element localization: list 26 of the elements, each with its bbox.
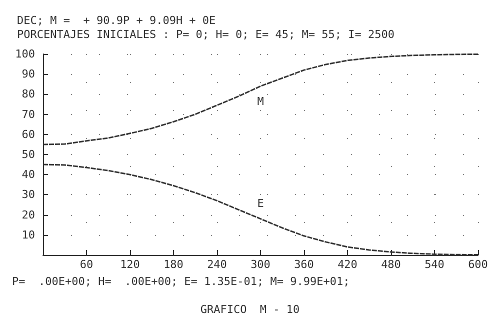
text: P= .00E+00; H= .00E+00; E= 1.35E-01; M= 9.99E+01;	[12, 275, 350, 288]
x-tick-label: 300	[250, 258, 270, 271]
x-tick-label: 480	[381, 258, 401, 271]
x-tick-label: 180	[164, 258, 184, 271]
y-tick-label: 90	[22, 68, 35, 81]
x-tick-label: 240	[207, 258, 227, 271]
y-tick-label: 60	[22, 128, 35, 141]
y-tick-label: 40	[22, 168, 35, 182]
y-tick-label: 80	[22, 88, 35, 101]
x-tick-label: 120	[120, 258, 140, 271]
x-tick-label: 60	[80, 258, 94, 271]
x-tick-label: 540	[424, 258, 444, 271]
y-tick-label: 100	[15, 48, 35, 60]
y-tick-label: 20	[22, 208, 35, 222]
chart-subtitle: PORCENTAJES INICIALES : P= 0; H= 0; E= 45; M= 55; I= 2500	[17, 28, 394, 41]
chart-title: DEC; M = + 90.9P + 9.09H + 0E	[17, 14, 216, 27]
y-tick-label: 30	[22, 188, 35, 202]
y-tick-label: 50	[22, 148, 35, 161]
series-label: M	[257, 95, 264, 108]
y-tick-label: 70	[22, 108, 35, 121]
text: GRAFICO M - 10	[200, 303, 300, 316]
x-tick-label: 360	[294, 258, 314, 271]
y-tick-label: 10	[22, 228, 35, 242]
x-tick-label: 600	[468, 258, 488, 271]
series-label: E	[257, 196, 264, 210]
x-tick-label: 420	[338, 258, 358, 271]
